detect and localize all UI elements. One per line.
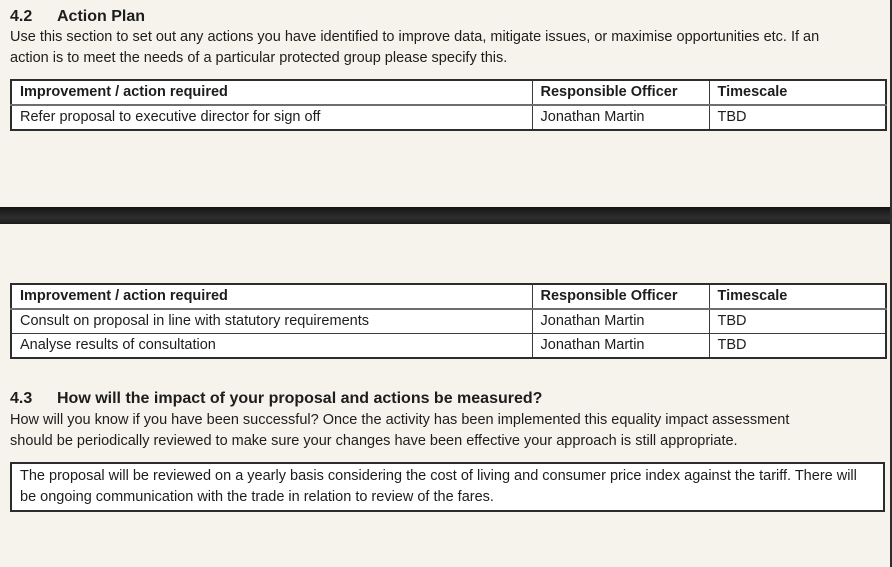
header-row: Improvement / action required Responsible… bbox=[10, 283, 887, 310]
measurement-answer-text: The proposal will be reviewed on a yearl… bbox=[20, 468, 857, 505]
header-row: Improvement / action required Responsible… bbox=[10, 79, 887, 106]
column-header: Timescale bbox=[708, 283, 887, 310]
table-cell: Jonathan Martin bbox=[531, 333, 710, 359]
section-4-2-heading: 4.2 Action Plan bbox=[10, 0, 892, 27]
section-4-2-intro-paragraph: Use this section to set out any actions … bbox=[10, 29, 820, 66]
section-4-3-title: How will the impact of your proposal and… bbox=[57, 390, 543, 407]
table-cell: TBD bbox=[708, 308, 887, 334]
page-one-content: 4.2 Action Plan Use this section to set o… bbox=[0, 0, 892, 131]
column-header: Responsible Officer bbox=[531, 283, 710, 310]
table-row: Consult on proposal in line with statuto… bbox=[10, 308, 887, 334]
column-header: Responsible Officer bbox=[531, 79, 710, 106]
column-header: Improvement / action required bbox=[10, 79, 533, 106]
page-two-content: Improvement / action required Responsible… bbox=[0, 283, 892, 512]
action-plan-table-1: Improvement / action required Responsible… bbox=[10, 79, 887, 131]
page-right-edge-strip bbox=[890, 0, 892, 567]
action-plan-table-2: Improvement / action required Responsible… bbox=[10, 283, 887, 359]
section-4-2-number: 4.2 bbox=[10, 8, 33, 25]
column-header: Improvement / action required bbox=[10, 283, 533, 310]
table-cell: Refer proposal to executive director for… bbox=[10, 104, 533, 131]
section-4-2-title: Action Plan bbox=[57, 8, 146, 25]
column-header: Timescale bbox=[708, 79, 887, 106]
page-break-separator bbox=[0, 207, 892, 224]
section-4-3-number: 4.3 bbox=[10, 390, 33, 407]
table-cell: TBD bbox=[708, 333, 887, 359]
table-cell: Consult on proposal in line with statuto… bbox=[10, 308, 533, 334]
measurement-answer-box: The proposal will be reviewed on a yearl… bbox=[10, 462, 885, 512]
section-4-3-heading: 4.3 How will the impact of your proposal … bbox=[10, 359, 892, 410]
table-row: Refer proposal to executive director for… bbox=[10, 104, 887, 131]
section-4-3-intro-paragraph: How will you know if you have been succe… bbox=[10, 412, 790, 449]
table-row: Analyse results of consultation Jonathan … bbox=[10, 333, 887, 359]
table-cell: TBD bbox=[708, 104, 887, 131]
table-cell: Analyse results of consultation bbox=[10, 333, 533, 359]
table-cell: Jonathan Martin bbox=[531, 104, 710, 131]
table-cell: Jonathan Martin bbox=[531, 308, 710, 334]
